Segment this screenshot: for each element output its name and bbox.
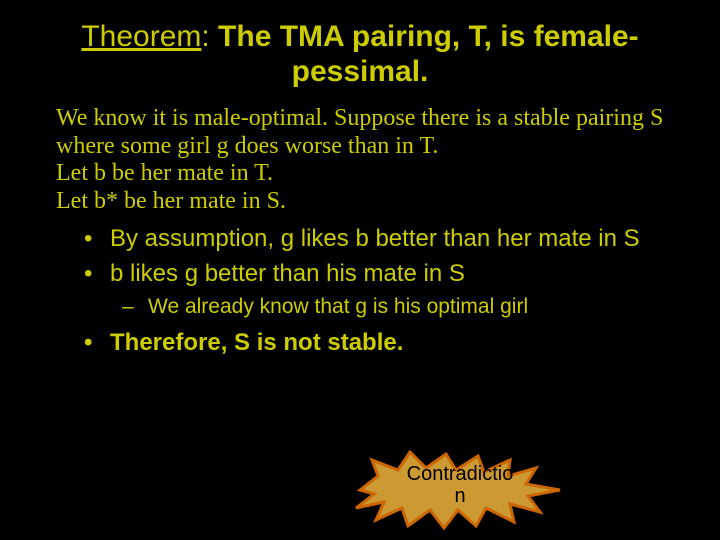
conclusion-list: Therefore, S is not stable. [50, 329, 670, 357]
title-prefix: Theorem [81, 20, 201, 53]
slide: Theorem: The TMA pairing, T, is female-p… [0, 0, 720, 540]
line-3: Let b* be her mate in S. [56, 188, 670, 216]
line-2: Let b be her mate in T. [56, 160, 670, 188]
contradiction-callout: Contradictio n [350, 450, 570, 530]
intro-text: We know it is male-optimal. Suppose ther… [56, 105, 670, 160]
conclusion: Therefore, S is not stable. [108, 329, 670, 357]
bullet-1: By assumption, g likes b better than her… [108, 225, 670, 253]
bullet-list: By assumption, g likes b better than her… [50, 225, 670, 288]
contradiction-label: Contradictio n [350, 463, 570, 507]
title-rest: The TMA pairing, T, is female-pessimal. [218, 20, 639, 88]
slide-title: Theorem: The TMA pairing, T, is female-p… [50, 20, 670, 89]
contradiction-label-line1: Contradictio [407, 463, 514, 485]
contradiction-label-line2: n [454, 485, 465, 507]
title-colon: : [201, 20, 218, 53]
sub-bullet-1: We already know that g is his optimal gi… [146, 294, 670, 319]
bullet-2: b likes g better than his mate in S [108, 260, 670, 288]
sub-bullet-list: We already know that g is his optimal gi… [50, 294, 670, 319]
